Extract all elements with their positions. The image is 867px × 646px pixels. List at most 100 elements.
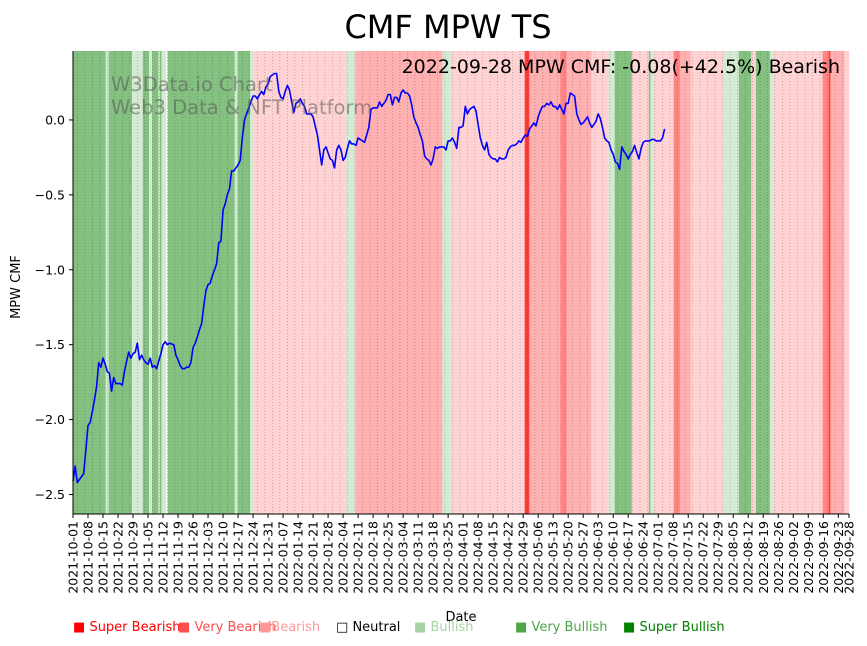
watermark-line-2: Web3 Data & NFT Platform (111, 96, 372, 119)
x-tick-label: 2022-07-08 (666, 521, 681, 594)
band-lb (631, 51, 650, 514)
band-vbl (108, 51, 133, 514)
x-tick-label: 2021-10-01 (66, 521, 81, 594)
x-tick-label: 2022-07-01 (651, 521, 666, 594)
band-bl (650, 51, 654, 514)
chart-title: CMF MPW TS (344, 8, 551, 46)
x-tick-label: 2022-07-15 (681, 521, 696, 594)
legend-label: Bullish (430, 620, 474, 635)
x-tick-label: 2022-06-17 (621, 521, 636, 594)
band-vbl (648, 51, 651, 514)
legend-neutral: □ Neutral (336, 620, 400, 635)
x-ticks: 2021-10-01 2021-10-08 2021-10-15 2021-10-22… (66, 514, 857, 594)
x-tick-label: 2022-09-09 (801, 521, 816, 594)
x-tick-label: 2022-03-04 (396, 521, 411, 594)
watermark-line-1: W3Data.io Chart (111, 73, 273, 96)
x-tick-label: 2021-10-22 (111, 521, 126, 594)
band-vbl (738, 51, 752, 514)
band-b (566, 51, 592, 514)
band-b (355, 51, 443, 514)
x-tick-label: 2021-10-29 (126, 521, 141, 594)
y-tick-label: −2.0 (35, 412, 65, 427)
band-lb (772, 51, 823, 514)
legend-label: Very Bearish (194, 620, 277, 635)
x-tick-label: 2022-02-11 (351, 521, 366, 594)
x-tick-label: 2022-01-07 (276, 521, 291, 594)
x-tick-label: 2021-11-12 (156, 521, 171, 594)
x-tick-label: 2022-01-21 (306, 521, 321, 594)
x-tick-label: 2022-07-22 (696, 521, 711, 594)
band-bl (442, 51, 452, 514)
y-ticks: −2.5 −2.0 −1.5 −1.0 −0.5 0.0 (35, 112, 73, 502)
x-tick-label: 2022-01-14 (291, 521, 306, 594)
band-vb (560, 51, 567, 514)
band-n (166, 51, 168, 514)
legend-bearish: ■Bearish (259, 620, 320, 635)
legend-label: Neutral (352, 620, 401, 635)
band-vbl (73, 51, 106, 514)
legend-swatch: ■ (259, 620, 272, 635)
legend-label: Bearish (271, 620, 321, 635)
x-tick-label: 2022-09-28 (842, 521, 857, 594)
y-tick-label: −1.5 (35, 337, 65, 352)
band-lb (751, 51, 757, 514)
band-bl (723, 51, 740, 514)
x-tick-label: 2022-09-23 (831, 521, 846, 594)
band-bl (149, 51, 153, 514)
y-axis-label: MPW CMF (9, 255, 24, 319)
legend-bullish: ■ Bullish (414, 620, 473, 635)
x-tick-label: 2021-11-26 (186, 521, 201, 594)
legend-swatch: □ (336, 620, 349, 635)
band-b (529, 51, 561, 514)
x-tick-label: 2022-02-04 (336, 521, 351, 594)
band-bl (234, 51, 238, 514)
x-tick-label: 2021-11-19 (171, 521, 186, 594)
band-bl (769, 51, 774, 514)
band-bl (249, 51, 254, 514)
band-bl (161, 51, 167, 514)
x-tick-label: 2021-11-05 (141, 521, 156, 594)
x-tick-label: 2022-08-05 (726, 521, 741, 594)
band-vbl (152, 51, 159, 514)
y-tick-label: −2.5 (35, 487, 65, 502)
x-tick-label: 2022-04-15 (486, 521, 501, 594)
date-gridlines (76, 51, 843, 514)
x-tick-label: 2022-02-25 (381, 521, 396, 594)
band-b (679, 51, 691, 514)
x-tick-label: 2021-10-15 (96, 521, 111, 594)
x-tick-label: 2022-09-02 (786, 521, 801, 594)
x-tick-label: 2022-06-03 (591, 521, 606, 594)
band-lb (844, 51, 850, 514)
band-sb (828, 51, 831, 514)
band-bl (105, 51, 109, 514)
x-tick-label: 2021-12-31 (261, 521, 276, 594)
x-tick-label: 2022-03-25 (441, 521, 456, 594)
band-vbl (142, 51, 150, 514)
latest-value-annotation: 2022-09-28 MPW CMF: -0.08(+42.5%) Bearis… (402, 56, 840, 78)
legend-label: Super Bullish (639, 620, 725, 635)
x-tick-label: 2021-12-24 (246, 521, 261, 594)
x-tick-label: 2022-04-08 (471, 521, 486, 594)
x-tick-label: 2022-03-11 (411, 521, 426, 594)
legend-label: Super Bearish (89, 620, 181, 635)
x-tick-label: 2021-12-17 (231, 521, 246, 594)
x-tick-label: 2022-02-18 (366, 521, 381, 594)
y-tick-label: −1.0 (35, 262, 65, 277)
bands-layer (73, 51, 850, 514)
x-tick-label: 2022-05-13 (546, 521, 561, 594)
x-tick-label: 2022-06-10 (606, 521, 621, 594)
legend-swatch: ■ (515, 620, 528, 635)
x-tick-label: 2022-07-29 (711, 521, 726, 594)
x-tick-label: 2022-08-12 (741, 521, 756, 594)
x-tick-label: 2022-09-16 (816, 521, 831, 594)
band-lb (253, 51, 347, 514)
band-sb (524, 51, 530, 514)
x-tick-label: 2022-04-01 (456, 521, 471, 594)
legend-label: Very Bullish (531, 620, 608, 635)
x-tick-label: 2022-05-06 (531, 521, 546, 594)
x-tick-label: 2021-10-08 (81, 521, 96, 594)
band-lb (591, 51, 609, 514)
band-bl (346, 51, 356, 514)
legend-very-bullish: ■ Very Bullish (515, 620, 608, 635)
